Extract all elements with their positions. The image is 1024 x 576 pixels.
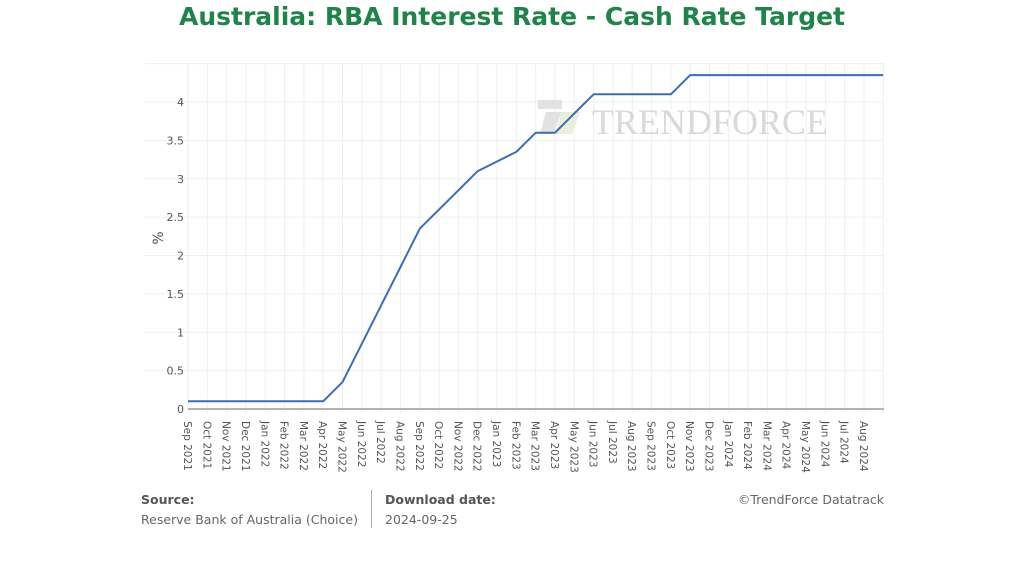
- x-tick-label: Oct 2022: [432, 421, 444, 469]
- y-tick-label: 2: [177, 250, 184, 263]
- y-tick-label: 3: [177, 173, 184, 186]
- source-label: Source:: [141, 492, 195, 507]
- gridlines: [145, 63, 884, 413]
- x-tick-label: Apr 2024: [780, 421, 792, 470]
- x-tick-label: Aug 2022: [393, 421, 405, 472]
- x-tick-label: Mar 2024: [760, 421, 772, 471]
- x-tick-label: Dec 2021: [239, 421, 251, 471]
- watermark-text: TRENDFORCE: [592, 102, 828, 142]
- x-tick-label: Jan 2022: [258, 420, 270, 467]
- x-tick-label: May 2022: [336, 421, 348, 473]
- x-tick-label: Feb 2023: [509, 421, 521, 470]
- x-tick-label: Jun 2024: [818, 420, 830, 468]
- y-tick-label: 0: [177, 403, 184, 416]
- x-tick-label: Feb 2022: [278, 421, 290, 470]
- chart-title: Australia: RBA Interest Rate - Cash Rate…: [178, 2, 846, 31]
- y-axis-ticks: 0 0.5 1 1.5 2 2.5 3 3.5 4: [167, 96, 185, 416]
- x-tick-label: Jan 2023: [490, 420, 502, 467]
- footer-divider: [371, 490, 372, 528]
- y-tick-label: 3.5: [167, 134, 185, 147]
- x-tick-label: Oct 2023: [664, 421, 676, 469]
- y-tick-label: 4: [177, 96, 184, 109]
- x-tick-label: Nov 2021: [220, 421, 232, 472]
- x-tick-label: Feb 2024: [741, 421, 753, 470]
- cash-rate-line: [188, 74, 884, 403]
- x-tick-label: Dec 2022: [471, 421, 483, 471]
- x-tick-label: Apr 2023: [548, 421, 560, 469]
- x-tick-label: Jun 2023: [587, 420, 599, 467]
- copyright-text: ©TrendForce Datatrack: [737, 492, 884, 507]
- y-tick-label: 0.5: [167, 365, 185, 378]
- x-tick-label: Oct 2021: [200, 421, 212, 469]
- x-tick-label: Sep 2022: [413, 421, 425, 471]
- x-tick-label: Aug 2023: [625, 421, 637, 472]
- x-tick-label: Nov 2022: [451, 421, 463, 472]
- x-tick-label: Jan 2024: [722, 420, 734, 468]
- trendforce-watermark: TRENDFORCE: [538, 100, 828, 142]
- download-date-label: Download date:: [385, 492, 496, 507]
- x-axis-ticks: Sep 2021 Oct 2021 Nov 2021 Dec 2021 Jan 2022…: [181, 420, 869, 473]
- x-tick-label: Mar 2022: [297, 421, 309, 471]
- x-tick-label: Mar 2023: [529, 421, 541, 471]
- x-tick-label: May 2023: [567, 421, 579, 473]
- y-tick-label: 1.5: [167, 288, 185, 301]
- x-tick-label: Sep 2021: [181, 421, 193, 471]
- source-value: Reserve Bank of Australia (Choice): [141, 512, 358, 527]
- y-tick-label: 2.5: [167, 211, 185, 224]
- download-date-value: 2024-09-25: [385, 512, 458, 527]
- x-tick-label: Aug 2024: [857, 421, 869, 472]
- x-tick-label: Jul 2023: [606, 420, 618, 464]
- x-tick-label: Jul 2024: [838, 420, 850, 464]
- x-tick-label: Dec 2023: [702, 421, 714, 471]
- y-tick-label: 1: [177, 326, 184, 339]
- x-tick-label: Nov 2023: [683, 421, 695, 472]
- x-tick-label: May 2024: [799, 421, 811, 473]
- y-axis-label: %: [151, 231, 167, 244]
- x-tick-label: Apr 2022: [316, 421, 328, 469]
- x-tick-label: Sep 2023: [645, 421, 657, 471]
- x-tick-label: Jun 2022: [355, 420, 367, 467]
- x-tick-label: Jul 2022: [374, 420, 386, 464]
